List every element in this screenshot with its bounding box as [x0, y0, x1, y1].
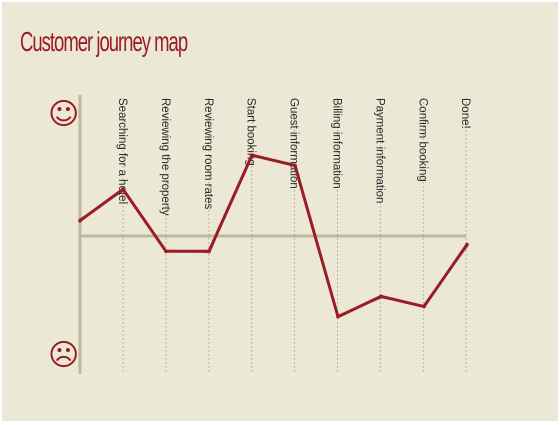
- data-point: [250, 153, 254, 158]
- data-point: [293, 163, 297, 168]
- data-point: [336, 314, 340, 319]
- data-point: [121, 187, 125, 192]
- stage-label: Confirm booking: [416, 98, 428, 182]
- data-point: [207, 249, 211, 254]
- data-point: [78, 218, 82, 223]
- chart-title: Customer journey map: [20, 26, 188, 57]
- stage-label: Done!: [459, 98, 471, 129]
- data-point: [465, 242, 469, 247]
- smiley-face-icon: ☺: [48, 97, 80, 132]
- journey-line-texture: [78, 153, 469, 317]
- stage-label: Searching for a hotel: [116, 98, 128, 204]
- stage-label: Reviewing room rates: [202, 98, 214, 209]
- stage-label: Payment information: [373, 98, 385, 203]
- stage-label: Start booking: [245, 98, 257, 166]
- frowning-face-icon: ☹: [48, 338, 80, 373]
- data-point: [164, 249, 168, 254]
- data-point: [422, 304, 426, 309]
- stage-label: Billing information: [331, 98, 343, 189]
- stage-label: Reviewing the property: [159, 98, 171, 216]
- data-point: [379, 294, 383, 299]
